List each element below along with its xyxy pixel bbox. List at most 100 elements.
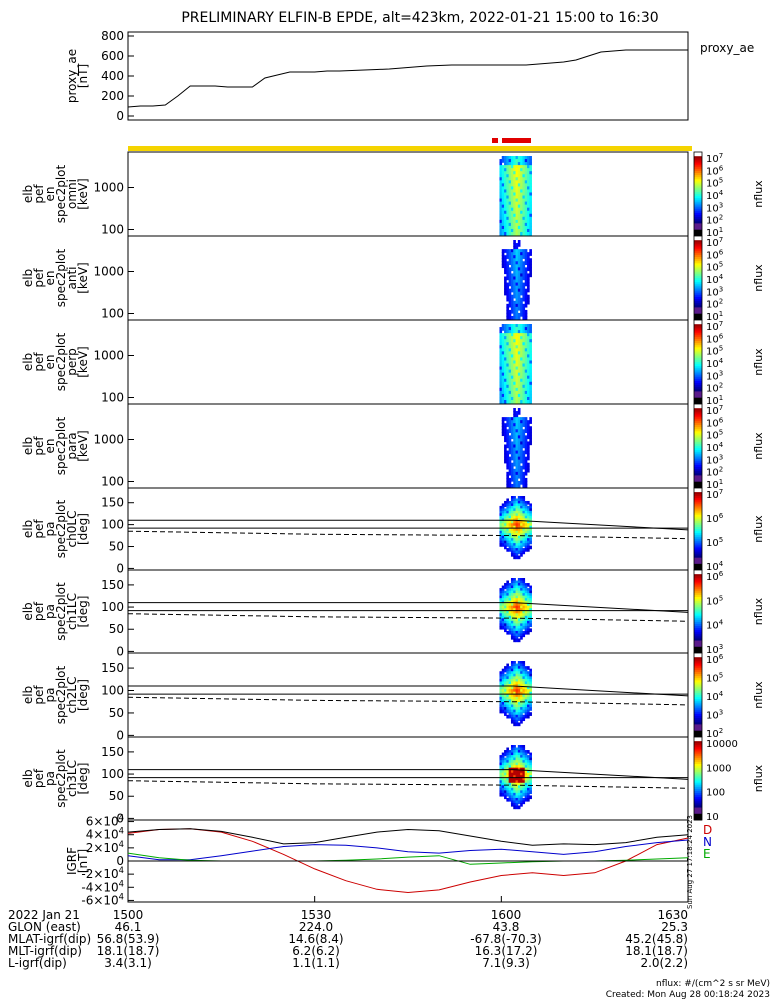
heatmap-cell [499, 686, 503, 691]
heatmap-cell [529, 767, 532, 772]
heatmap-cell [515, 400, 519, 404]
heatmap-cell [529, 610, 532, 615]
heatmap-cell [504, 360, 507, 365]
heatmap-cell [520, 750, 523, 754]
colorbar-cell [694, 653, 702, 656]
heatmap-cell [529, 598, 532, 602]
heatmap-cell [508, 535, 512, 540]
colorbar-cell [694, 152, 702, 155]
colorbar-cell [694, 551, 702, 555]
heatmap-cell [515, 785, 519, 790]
colorbar-cell [694, 596, 702, 600]
colorbar-cell [694, 494, 702, 497]
heatmap-cell [508, 755, 512, 759]
heatmap-cell [522, 232, 526, 236]
heatmap-cell [501, 198, 505, 203]
heatmap-cell [522, 342, 526, 346]
colorbar-cell [694, 252, 702, 256]
heatmap-cell [524, 593, 528, 597]
heatmap-cell [520, 673, 523, 678]
heatmap-cell [513, 333, 516, 337]
colorbar-cell [694, 526, 702, 530]
heatmap-cell [515, 225, 519, 230]
heatmap-cell [517, 673, 521, 678]
colorbar-label: nflux [752, 597, 765, 625]
heatmap-cell [517, 585, 521, 590]
heatmap-cell [517, 681, 521, 686]
heatmap-cell [510, 249, 514, 253]
heatmap-cell [529, 204, 532, 209]
heatmap-cell [524, 673, 528, 678]
colorbar-cell [694, 160, 702, 163]
heatmap-cell [515, 279, 519, 284]
y-tick-label: 0 [116, 561, 124, 575]
heatmap-cell [517, 273, 521, 278]
heatmap-cell [520, 438, 523, 443]
colorbar-cell [694, 565, 702, 569]
heatmap-cell [508, 375, 512, 380]
heatmap-cell [515, 762, 519, 767]
heatmap-cell [522, 535, 526, 540]
heatmap-cell [522, 459, 526, 464]
heatmap-cell [517, 699, 521, 704]
heatmap-cell [522, 348, 526, 353]
heatmap-cell [522, 165, 526, 169]
heatmap-cell [529, 192, 532, 197]
colorbar-cell [694, 805, 702, 809]
heatmap-cell [520, 177, 523, 182]
heatmap-cell [527, 699, 530, 704]
colorbar-cell [694, 592, 702, 596]
colorbar-cell [694, 162, 702, 166]
heatmap-cell [527, 258, 530, 262]
y-tick-label: 150 [101, 745, 124, 759]
colorbar-cell [694, 576, 702, 579]
heatmap-cell [513, 243, 516, 247]
heatmap-cell [501, 384, 505, 389]
heatmap-cell [517, 668, 521, 673]
heatmap-cell [515, 663, 519, 668]
heatmap-cell [524, 707, 528, 711]
heatmap-cell [524, 797, 528, 802]
heatmap-cell [508, 222, 512, 227]
colorbar-cell [694, 366, 702, 369]
heatmap-cell [529, 780, 532, 784]
y-axis-label: elb [21, 353, 35, 371]
heatmap-cell [517, 429, 521, 434]
heatmap-cell [524, 447, 528, 452]
heatmap-cell [522, 661, 526, 665]
heatmap-cell [510, 330, 514, 334]
heatmap-cell [501, 258, 505, 262]
heatmap-cell [506, 441, 509, 446]
heatmap-cell [506, 620, 509, 625]
heatmap-cell [515, 186, 519, 191]
heatmap-cell [510, 623, 514, 628]
heatmap-cell [501, 508, 505, 513]
colorbar-cell [694, 663, 702, 667]
heatmap-cell [517, 345, 521, 350]
heatmap-cell [506, 790, 509, 795]
heatmap-cell [510, 204, 514, 209]
heatmap-cell [506, 673, 509, 678]
heatmap-cell [513, 590, 516, 595]
heatmap-cell [508, 216, 512, 221]
heatmap-cell [506, 588, 509, 592]
heatmap-cell [529, 156, 532, 160]
heatmap-cell [499, 366, 503, 371]
science-zone-bar [128, 146, 692, 151]
heatmap-cell [517, 525, 521, 530]
heatmap-cell [524, 755, 528, 759]
heatmap-cell [501, 538, 505, 542]
heatmap-cell [510, 423, 514, 427]
colorbar-cell [694, 621, 702, 625]
heatmap-cell [506, 213, 509, 218]
heatmap-cell [522, 590, 526, 595]
heatmap-cell [513, 500, 516, 505]
colorbar-cell [694, 617, 702, 621]
heatmap-cell [504, 543, 507, 547]
heatmap-cell [517, 590, 521, 595]
heatmap-cell [510, 498, 514, 503]
loss-cone-line [128, 685, 689, 697]
heatmap-cell [499, 790, 503, 795]
heatmap-cell [506, 159, 509, 163]
heatmap-cell [506, 387, 509, 392]
